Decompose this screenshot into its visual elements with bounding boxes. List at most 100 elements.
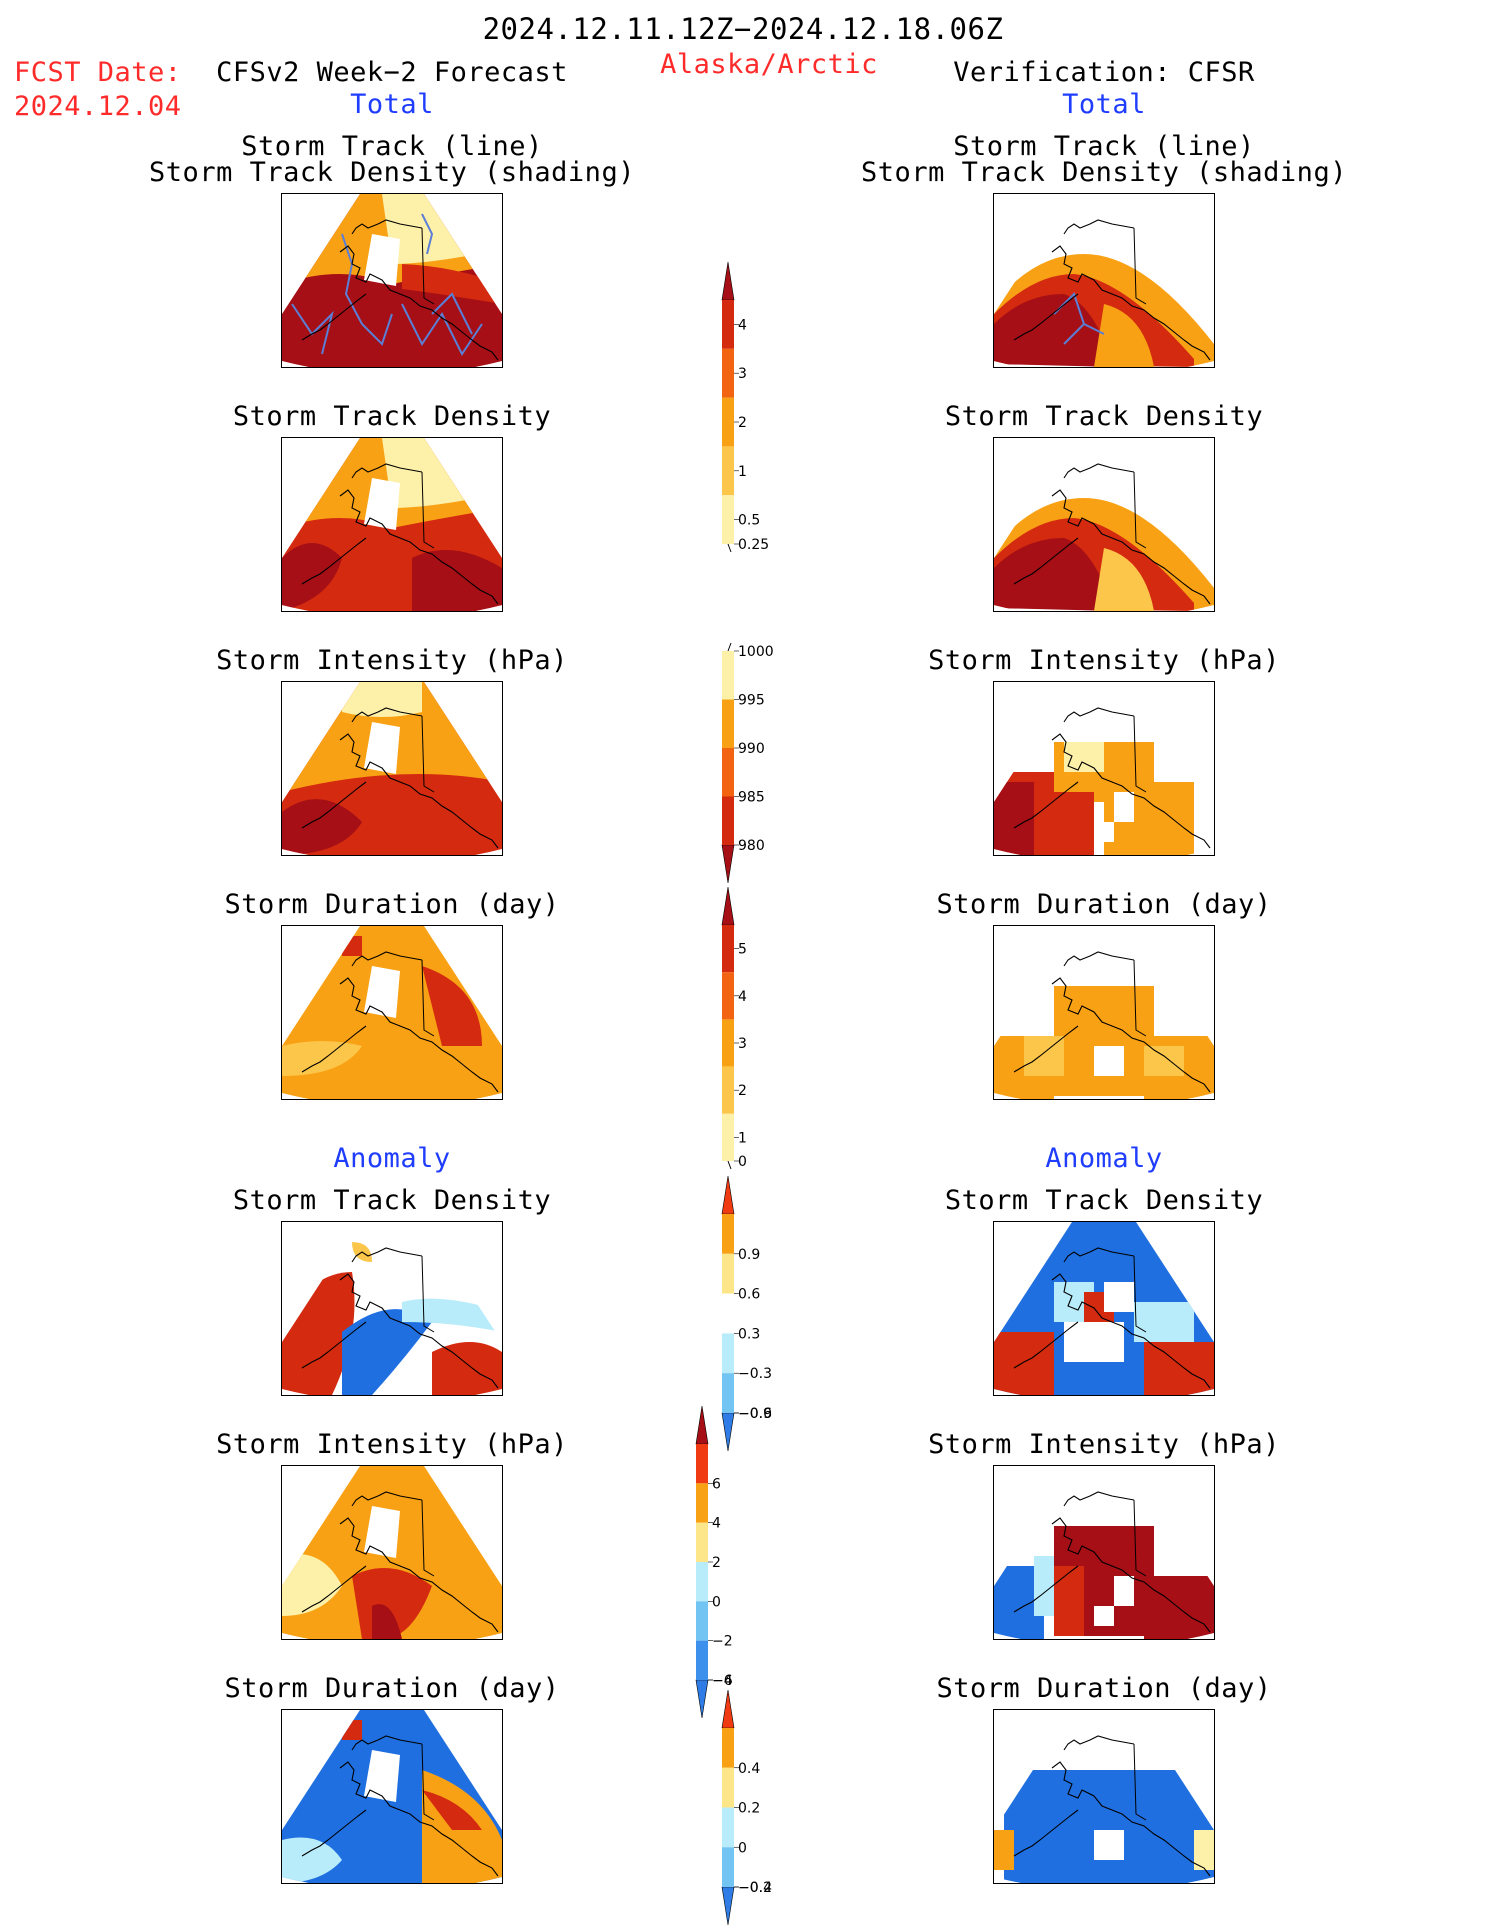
colorbar-tail-bottom — [727, 543, 732, 553]
grid-cell — [994, 1332, 1054, 1395]
border-line — [421, 715, 435, 793]
colorbar-tail-bottom — [727, 1160, 732, 1170]
shading-region — [422, 1790, 482, 1830]
map-forecast-density-anomaly — [281, 1221, 503, 1396]
colorbar-tick-label: 0.6 — [738, 1287, 760, 1303]
colorbar-intensity: 1000 995 990 985 980 — [718, 642, 798, 884]
border-line — [1133, 1499, 1147, 1577]
grid-cell — [1094, 822, 1114, 842]
border-line — [421, 1255, 435, 1333]
shading-region — [412, 550, 502, 611]
right-column-title: Verification: CFSR — [953, 57, 1255, 88]
grid-cell — [1054, 1566, 1084, 1636]
colorbar-arrow-bottom — [721, 1886, 735, 1925]
grid-cell — [1094, 1830, 1124, 1860]
border-line — [1133, 959, 1147, 1037]
colorbar-tick-label: 0.5 — [738, 513, 760, 529]
colorbar-swatch — [696, 1483, 708, 1523]
colorbar-swatch — [696, 1562, 708, 1602]
map-forecast-track — [281, 193, 503, 368]
left-track-shading-title: Storm Track Density (shading) — [149, 157, 635, 188]
shading-region — [402, 1298, 502, 1332]
colorbar-arrow-top — [721, 1175, 735, 1215]
border-line — [421, 959, 435, 1037]
map-forecast-duration — [281, 925, 503, 1100]
colorbar-tick-label: −2 — [712, 1634, 733, 1650]
coastline — [301, 219, 499, 361]
colorbar-tick-label: −0.6 — [738, 1406, 772, 1422]
left-density-title: Storm Track Density — [232, 401, 552, 432]
colorbar-tick-label: 0 — [712, 1594, 721, 1610]
grid-cell — [1054, 792, 1094, 855]
shading-region — [282, 543, 342, 611]
colorbar-swatch — [722, 1214, 734, 1254]
shading-region — [1094, 304, 1154, 367]
shading-region — [342, 1720, 362, 1740]
colorbar-tick-label: 2 — [738, 1083, 747, 1099]
coastline — [301, 463, 499, 605]
grid-cell — [1114, 1576, 1134, 1606]
colorbar-tick-label: 985 — [738, 790, 765, 806]
colorbar-tick-label: 990 — [738, 741, 765, 757]
colorbar-swatch — [696, 1522, 708, 1562]
grid-cell — [1114, 792, 1134, 822]
colorbar-tick-label: 0 — [738, 1840, 747, 1856]
colorbar-swatch — [722, 1807, 734, 1848]
colorbar-swatch — [722, 1728, 734, 1768]
colorbar-tick-label: 0 — [738, 1154, 747, 1170]
colorbar-swatch — [722, 1847, 734, 1887]
coastline — [301, 951, 499, 1093]
left-duration-title: Storm Duration (day) — [224, 889, 560, 920]
shading-region — [402, 264, 502, 304]
colorbar-swatch — [696, 1601, 708, 1641]
grid-cell — [1194, 1830, 1214, 1870]
map-verification-intensity-anomaly — [993, 1465, 1215, 1640]
shading-region — [994, 538, 1114, 611]
colorbar-swatch — [722, 1333, 734, 1374]
colorbar-tick-label: −4 — [712, 1673, 733, 1689]
right-anom-intensity-title: Storm Intensity (hPa) — [928, 1429, 1280, 1460]
storm-track-line — [1053, 292, 1105, 345]
grid-cell — [1144, 1342, 1214, 1395]
colorbar-tick-label: 1000 — [738, 644, 774, 660]
colorbar-tick-label: 980 — [738, 838, 765, 854]
shading-region — [382, 438, 502, 508]
right-duration-title: Storm Duration (day) — [936, 889, 1272, 920]
no-data-region — [364, 722, 400, 774]
map-forecast-intensity-anomaly — [281, 1465, 503, 1640]
shading-region — [372, 1604, 402, 1639]
no-data-region — [364, 1506, 400, 1558]
coastline — [1013, 707, 1211, 849]
colorbar-tick-label: 0.25 — [738, 537, 769, 553]
colorbar-swatch — [722, 397, 734, 447]
left-intensity-title: Storm Intensity (hPa) — [216, 645, 568, 676]
colorbar-swatch — [722, 699, 734, 748]
map-forecast-density — [281, 437, 503, 612]
left-anom-intensity-title: Storm Intensity (hPa) — [216, 1429, 568, 1460]
grid-cell — [994, 1830, 1014, 1870]
coastline — [1013, 219, 1211, 361]
region-label: Alaska/Arctic — [660, 49, 878, 80]
border-line — [421, 1743, 435, 1821]
colorbar-swatch — [722, 651, 734, 700]
storm-track-line — [291, 213, 483, 356]
right-anomaly-label: Anomaly — [1045, 1143, 1163, 1174]
border-line — [1133, 471, 1147, 549]
grid-cell — [1004, 1770, 1214, 1883]
colorbar-swatch — [696, 1444, 708, 1484]
right-anom-duration-title: Storm Duration (day) — [936, 1673, 1272, 1704]
no-data-region — [364, 478, 400, 530]
colorbar-swatch — [722, 446, 734, 496]
colorbar-duration: 5 4 3 2 1 0 — [718, 886, 798, 1170]
colorbar-swatch — [722, 1019, 734, 1067]
border-line — [421, 471, 435, 549]
colorbar-tick-label: −0.9 — [738, 1406, 772, 1422]
colorbar-tick-label: 4 — [712, 1516, 721, 1532]
grid-cell — [1094, 1046, 1124, 1076]
grid-cell — [1134, 1302, 1194, 1342]
border-line — [1133, 227, 1147, 305]
coastline — [1013, 951, 1211, 1093]
shading-region — [994, 294, 1114, 367]
colorbar-tick-label: 1 — [738, 1130, 747, 1146]
right-total-label: Total — [1062, 89, 1146, 120]
